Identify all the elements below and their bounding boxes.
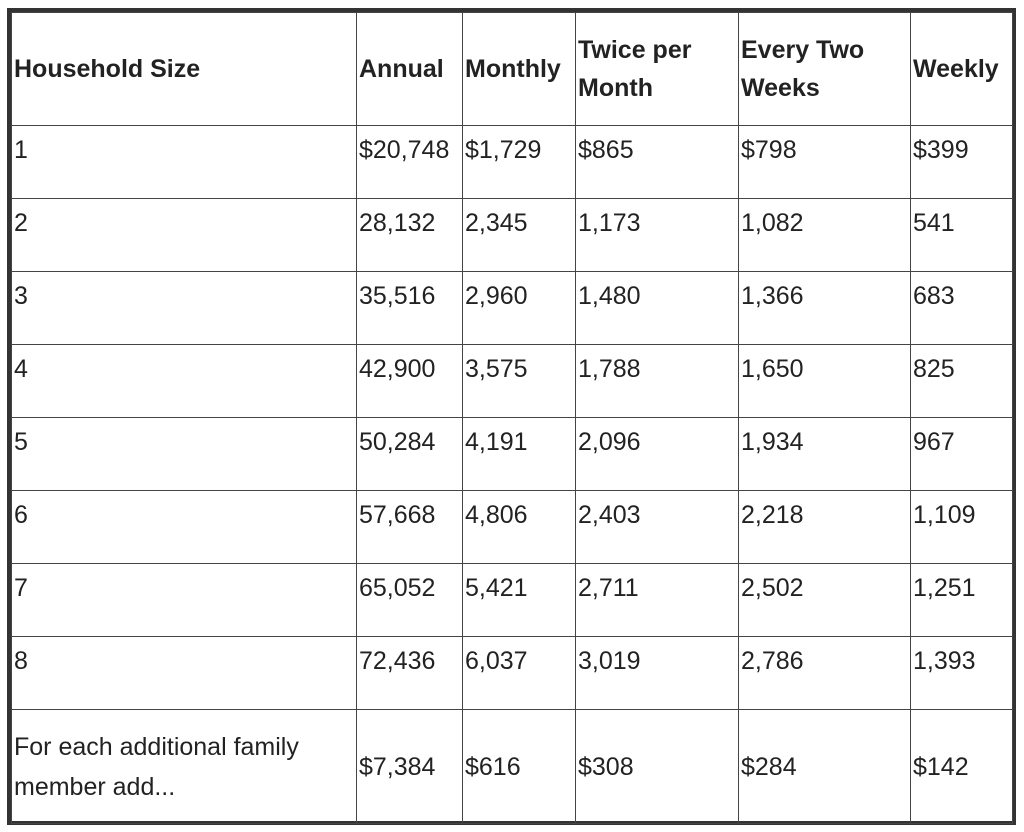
- table-row: 1 $20,748 $1,729 $865 $798 $399: [11, 125, 1013, 199]
- table-row: 8 72,436 6,037 3,019 2,786 1,393: [11, 636, 1013, 710]
- income-table-container: Household Size Annual Monthly Twice per …: [7, 8, 1016, 825]
- cell-additional-member-label: For each additional family member add...: [11, 709, 357, 824]
- cell-monthly: $1,729: [462, 125, 576, 199]
- header-household-size: Household Size: [11, 12, 357, 126]
- cell-twice-per-month: $308: [575, 709, 739, 824]
- cell-annual: 42,900: [356, 344, 463, 418]
- cell-every-two-weeks: 1,650: [738, 344, 911, 418]
- cell-monthly: 5,421: [462, 563, 576, 637]
- cell-household-size: 6: [11, 490, 357, 564]
- cell-every-two-weeks: 2,218: [738, 490, 911, 564]
- header-annual: Annual: [356, 12, 463, 126]
- cell-annual: $7,384: [356, 709, 463, 824]
- cell-weekly: 541: [910, 198, 1013, 272]
- header-twice-per-month: Twice per Month: [575, 12, 739, 126]
- cell-every-two-weeks: 2,502: [738, 563, 911, 637]
- cell-weekly: 1,393: [910, 636, 1013, 710]
- cell-household-size: 2: [11, 198, 357, 272]
- table-row: 3 35,516 2,960 1,480 1,366 683: [11, 271, 1013, 345]
- cell-twice-per-month: 1,788: [575, 344, 739, 418]
- cell-twice-per-month: 1,173: [575, 198, 739, 272]
- cell-weekly: 683: [910, 271, 1013, 345]
- cell-household-size: 5: [11, 417, 357, 491]
- cell-every-two-weeks: $284: [738, 709, 911, 824]
- cell-twice-per-month: 2,403: [575, 490, 739, 564]
- cell-weekly: 825: [910, 344, 1013, 418]
- cell-household-size: 4: [11, 344, 357, 418]
- additional-member-row: For each additional family member add...…: [11, 709, 1013, 824]
- cell-twice-per-month: 2,096: [575, 417, 739, 491]
- cell-every-two-weeks: 2,786: [738, 636, 911, 710]
- cell-every-two-weeks: $798: [738, 125, 911, 199]
- cell-twice-per-month: 3,019: [575, 636, 739, 710]
- cell-weekly: $142: [910, 709, 1013, 824]
- cell-household-size: 3: [11, 271, 357, 345]
- cell-monthly: $616: [462, 709, 576, 824]
- cell-monthly: 3,575: [462, 344, 576, 418]
- cell-weekly: 1,251: [910, 563, 1013, 637]
- header-row: Household Size Annual Monthly Twice per …: [11, 12, 1013, 126]
- cell-household-size: 8: [11, 636, 357, 710]
- table-row: 7 65,052 5,421 2,711 2,502 1,251: [11, 563, 1013, 637]
- cell-monthly: 2,345: [462, 198, 576, 272]
- cell-every-two-weeks: 1,366: [738, 271, 911, 345]
- income-table: Household Size Annual Monthly Twice per …: [11, 12, 1013, 824]
- cell-monthly: 2,960: [462, 271, 576, 345]
- cell-every-two-weeks: 1,934: [738, 417, 911, 491]
- header-monthly: Monthly: [462, 12, 576, 126]
- table-row: 2 28,132 2,345 1,173 1,082 541: [11, 198, 1013, 272]
- table-row: 6 57,668 4,806 2,403 2,218 1,109: [11, 490, 1013, 564]
- cell-annual: 65,052: [356, 563, 463, 637]
- cell-annual: 28,132: [356, 198, 463, 272]
- cell-household-size: 1: [11, 125, 357, 199]
- cell-household-size: 7: [11, 563, 357, 637]
- cell-monthly: 4,191: [462, 417, 576, 491]
- cell-annual: 72,436: [356, 636, 463, 710]
- cell-monthly: 4,806: [462, 490, 576, 564]
- cell-monthly: 6,037: [462, 636, 576, 710]
- header-every-two-weeks: Every Two Weeks: [738, 12, 911, 126]
- cell-annual: 57,668: [356, 490, 463, 564]
- cell-twice-per-month: 2,711: [575, 563, 739, 637]
- cell-every-two-weeks: 1,082: [738, 198, 911, 272]
- cell-annual: 35,516: [356, 271, 463, 345]
- table-row: 5 50,284 4,191 2,096 1,934 967: [11, 417, 1013, 491]
- table-row: 4 42,900 3,575 1,788 1,650 825: [11, 344, 1013, 418]
- cell-twice-per-month: 1,480: [575, 271, 739, 345]
- cell-annual: $20,748: [356, 125, 463, 199]
- cell-weekly: 1,109: [910, 490, 1013, 564]
- cell-weekly: 967: [910, 417, 1013, 491]
- cell-weekly: $399: [910, 125, 1013, 199]
- cell-annual: 50,284: [356, 417, 463, 491]
- header-weekly: Weekly: [910, 12, 1013, 126]
- cell-twice-per-month: $865: [575, 125, 739, 199]
